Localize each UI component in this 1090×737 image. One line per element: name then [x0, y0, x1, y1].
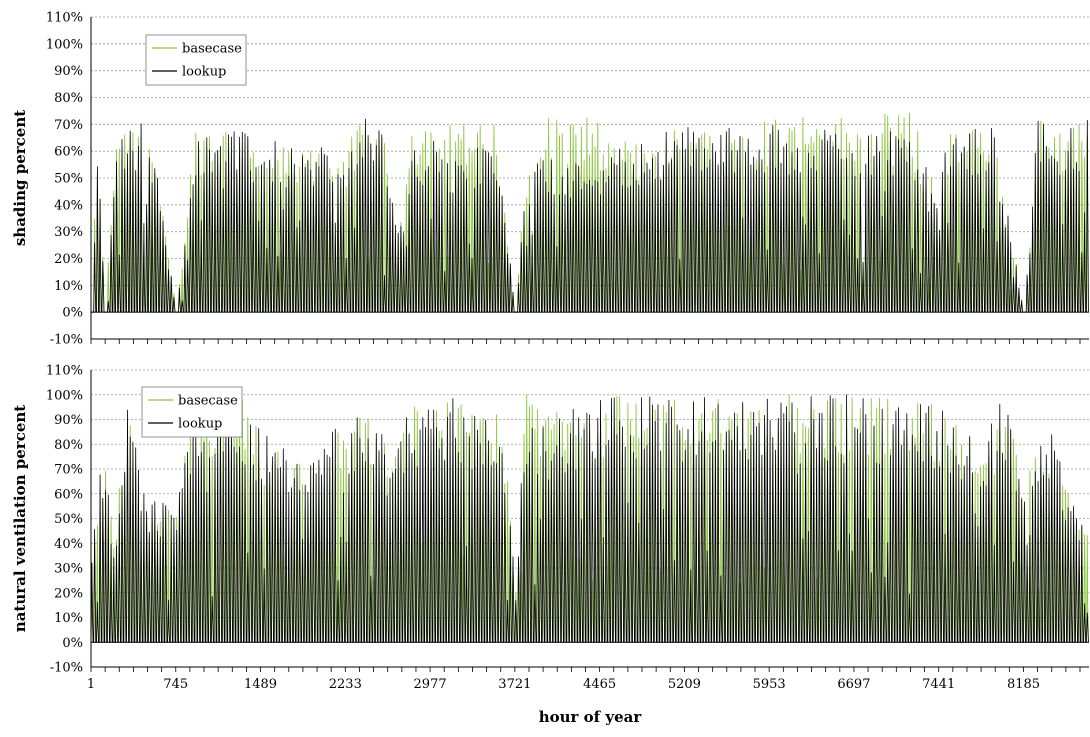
y-tick-label: 40% — [54, 537, 83, 552]
x-tick-label: 4465 — [583, 677, 616, 692]
ventilation-legend-box — [141, 386, 243, 438]
shading-legend-label-lookup: lookup — [182, 65, 226, 80]
y-tick-label: 0% — [62, 306, 83, 321]
series-line-lookup — [91, 118, 1089, 313]
y-tick-label: -10% — [50, 661, 83, 676]
y-tick-label: 110% — [46, 364, 83, 379]
x-tick-label: 2233 — [329, 677, 362, 692]
shading-legend-label-basecase: basecase — [182, 42, 242, 57]
y-tick-label: -10% — [50, 333, 83, 348]
y-tick-label: 30% — [54, 562, 83, 577]
y-tick-label: 10% — [54, 611, 83, 626]
x-tick-label: 6697 — [837, 677, 870, 692]
ventilation-legend-label-lookup: lookup — [178, 417, 222, 432]
x-tick-label: 5209 — [668, 677, 701, 692]
shading-axes: -10% 0% 10% 20% 30% 40% 50% 60% 70% 80% 90% 100% 110… — [46, 11, 1089, 348]
shading-panel: -10% 0% 10% 20% 30% 40% 50% 60% 70% 80% 90% 100% 110… — [11, 11, 1089, 348]
y-tick-label: 60% — [54, 487, 83, 502]
shading-series — [91, 112, 1089, 313]
y-tick-label: 60% — [54, 145, 83, 160]
y-tick-label: 30% — [54, 225, 83, 240]
x-tick-label: 5953 — [753, 677, 786, 692]
y-tick-label: 80% — [54, 438, 83, 453]
x-tick-label: 3721 — [498, 677, 531, 692]
ventilation-panel: -10% 0% 10% 20% 30% 40% 50% 60% 70% 80% 90% 100% 110… — [11, 364, 1089, 692]
ventilation-axes: -10% 0% 10% 20% 30% 40% 50% 60% 70% 80% 90% 100% 110… — [46, 364, 1089, 692]
y-tick-label: 100% — [46, 37, 83, 52]
y-tick-label: 0% — [62, 636, 83, 651]
x-axis-title: hour of year — [539, 708, 643, 726]
shading-legend: basecase lookup — [145, 34, 247, 86]
x-tick-label: 8185 — [1007, 677, 1040, 692]
y-tick-label: 20% — [54, 586, 83, 601]
x-tick-label: 2977 — [414, 677, 447, 692]
ventilation-legend-label-basecase: basecase — [178, 394, 238, 409]
y-tick-label: 80% — [54, 91, 83, 106]
shading-legend-box — [145, 34, 247, 86]
x-tick-label: 1489 — [244, 677, 277, 692]
y-tick-label: 40% — [54, 198, 83, 213]
y-tick-label: 50% — [54, 172, 83, 187]
y-tick-label: 70% — [54, 463, 83, 478]
y-tick-label: 20% — [54, 252, 83, 267]
x-tick-label: 745 — [163, 677, 188, 692]
x-tick-label: 1 — [87, 677, 95, 692]
x-tick-label: 7441 — [922, 677, 955, 692]
y-tick-label: 100% — [46, 388, 83, 403]
ventilation-y-axis-title: natural ventilation percent — [11, 405, 29, 632]
y-tick-label: 90% — [54, 64, 83, 79]
y-tick-label: 50% — [54, 512, 83, 527]
y-tick-label: 110% — [46, 11, 83, 26]
shading-y-axis-title: shading percent — [11, 110, 29, 246]
y-tick-label: 10% — [54, 279, 83, 294]
y-tick-label: 70% — [54, 118, 83, 133]
ventilation-legend: basecase lookup — [141, 386, 243, 438]
y-tick-label: 90% — [54, 413, 83, 428]
